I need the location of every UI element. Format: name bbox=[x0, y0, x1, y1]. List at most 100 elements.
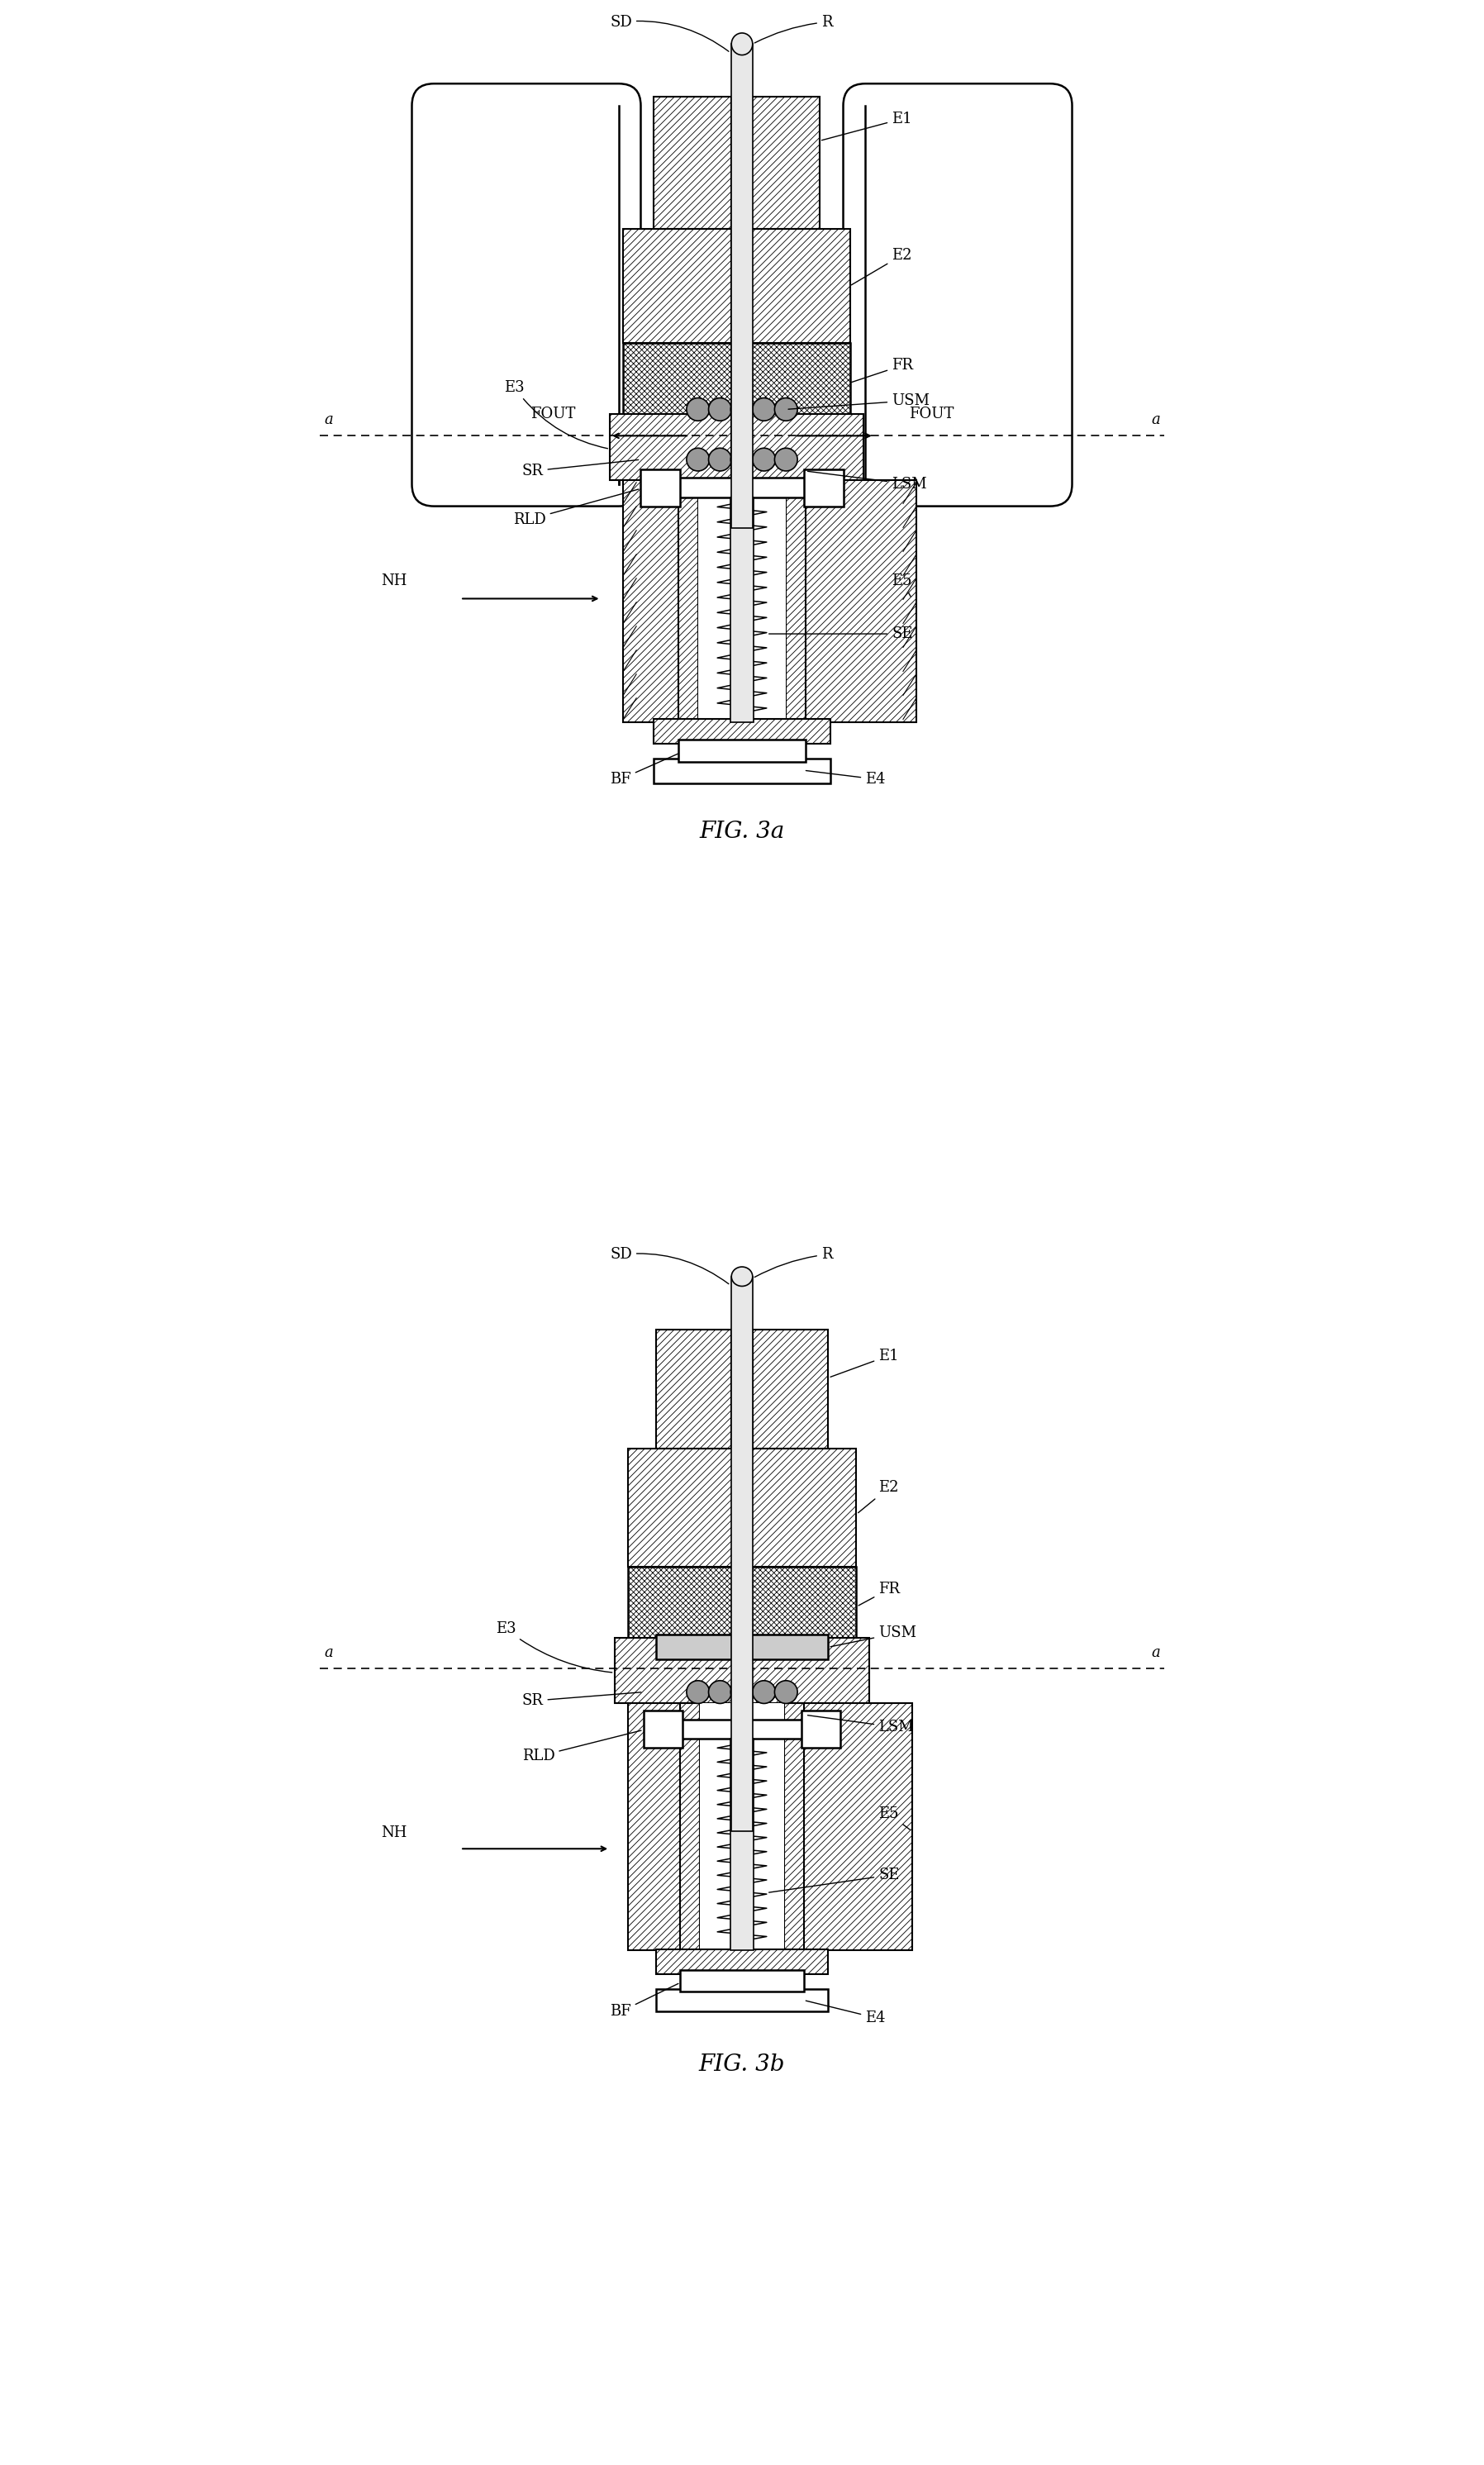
Bar bbox=[656, 1329, 732, 1447]
Text: SE: SE bbox=[769, 626, 913, 641]
Ellipse shape bbox=[732, 1267, 752, 1287]
Text: SR: SR bbox=[522, 461, 638, 478]
Text: NH: NH bbox=[381, 1827, 407, 1841]
Text: FOUT: FOUT bbox=[530, 407, 576, 422]
Bar bbox=[697, 481, 787, 722]
Bar bbox=[752, 1329, 828, 1447]
Circle shape bbox=[687, 1681, 709, 1703]
Ellipse shape bbox=[732, 32, 752, 54]
Bar bbox=[678, 481, 697, 722]
Text: E2: E2 bbox=[858, 1481, 899, 1514]
Circle shape bbox=[687, 397, 709, 422]
Bar bbox=[784, 1703, 804, 1950]
Text: R: R bbox=[754, 1247, 833, 1277]
Text: E3: E3 bbox=[496, 1622, 611, 1671]
Bar bbox=[654, 96, 732, 229]
Circle shape bbox=[708, 1681, 732, 1703]
Text: BF: BF bbox=[610, 754, 678, 786]
Bar bbox=[610, 414, 732, 481]
Bar bbox=[680, 1721, 804, 1738]
Bar bbox=[732, 1277, 752, 1831]
Bar bbox=[680, 1703, 700, 1950]
Bar bbox=[623, 229, 732, 343]
Text: FIG. 3a: FIG. 3a bbox=[699, 821, 785, 843]
Bar bbox=[700, 1703, 784, 1950]
Bar bbox=[654, 759, 830, 784]
Bar bbox=[804, 468, 843, 505]
Text: LSM: LSM bbox=[807, 471, 928, 491]
Bar bbox=[628, 1447, 733, 1568]
Text: BF: BF bbox=[610, 1984, 678, 2019]
Text: a: a bbox=[324, 1644, 332, 1659]
Bar bbox=[678, 740, 806, 762]
Bar bbox=[787, 481, 806, 722]
Bar bbox=[628, 1703, 772, 1950]
Text: SD: SD bbox=[610, 1247, 729, 1284]
Text: FOUT: FOUT bbox=[908, 407, 954, 422]
Bar bbox=[656, 1989, 828, 2011]
Bar bbox=[656, 1950, 828, 1974]
Bar bbox=[656, 1634, 828, 1659]
Bar bbox=[751, 1447, 856, 1568]
Text: USM: USM bbox=[788, 392, 929, 409]
Bar bbox=[730, 498, 754, 722]
Text: SD: SD bbox=[610, 15, 729, 52]
Bar bbox=[742, 414, 864, 481]
Bar bbox=[730, 1738, 754, 1950]
Text: E5: E5 bbox=[879, 1807, 910, 1829]
Text: E2: E2 bbox=[852, 249, 911, 286]
Bar bbox=[751, 1637, 870, 1703]
Text: RLD: RLD bbox=[513, 488, 638, 528]
Circle shape bbox=[687, 449, 709, 471]
Bar bbox=[614, 1637, 733, 1703]
Text: FR: FR bbox=[852, 357, 913, 382]
Text: E4: E4 bbox=[806, 2002, 886, 2026]
Circle shape bbox=[775, 1681, 797, 1703]
Bar bbox=[776, 1703, 911, 1950]
Bar bbox=[678, 478, 806, 498]
Bar bbox=[742, 343, 850, 414]
Bar bbox=[742, 229, 850, 343]
Bar bbox=[644, 1711, 683, 1748]
Text: E1: E1 bbox=[822, 111, 913, 141]
Text: E5: E5 bbox=[892, 574, 911, 597]
Text: R: R bbox=[754, 15, 833, 42]
Bar bbox=[628, 1568, 733, 1637]
Bar bbox=[623, 481, 772, 722]
Circle shape bbox=[752, 1681, 776, 1703]
Text: SE: SE bbox=[769, 1868, 899, 1893]
Bar bbox=[776, 481, 916, 722]
Bar bbox=[856, 106, 870, 483]
FancyBboxPatch shape bbox=[843, 84, 1071, 505]
Circle shape bbox=[730, 397, 754, 422]
Text: USM: USM bbox=[831, 1624, 917, 1647]
Circle shape bbox=[730, 449, 754, 471]
Bar bbox=[801, 1711, 840, 1748]
Bar bbox=[641, 468, 680, 505]
Text: a: a bbox=[1152, 412, 1160, 426]
Circle shape bbox=[730, 1681, 754, 1703]
Circle shape bbox=[752, 449, 776, 471]
Circle shape bbox=[775, 397, 797, 422]
Circle shape bbox=[775, 449, 797, 471]
Text: E3: E3 bbox=[505, 380, 608, 449]
Text: a: a bbox=[324, 412, 332, 426]
FancyBboxPatch shape bbox=[413, 84, 641, 505]
Bar bbox=[751, 1568, 856, 1637]
Text: a: a bbox=[1152, 1644, 1160, 1659]
Text: FIG. 3b: FIG. 3b bbox=[699, 2053, 785, 2076]
Text: LSM: LSM bbox=[807, 1716, 914, 1735]
Text: E1: E1 bbox=[831, 1348, 899, 1378]
Bar bbox=[654, 720, 830, 744]
Bar bbox=[742, 96, 819, 229]
Circle shape bbox=[752, 397, 776, 422]
Bar bbox=[623, 343, 732, 414]
Text: SR: SR bbox=[522, 1693, 641, 1708]
Circle shape bbox=[708, 397, 732, 422]
Text: E4: E4 bbox=[806, 772, 886, 786]
Bar bbox=[732, 44, 752, 528]
Circle shape bbox=[708, 449, 732, 471]
Text: NH: NH bbox=[381, 574, 407, 589]
Text: RLD: RLD bbox=[522, 1730, 641, 1765]
Bar bbox=[680, 1970, 804, 1992]
